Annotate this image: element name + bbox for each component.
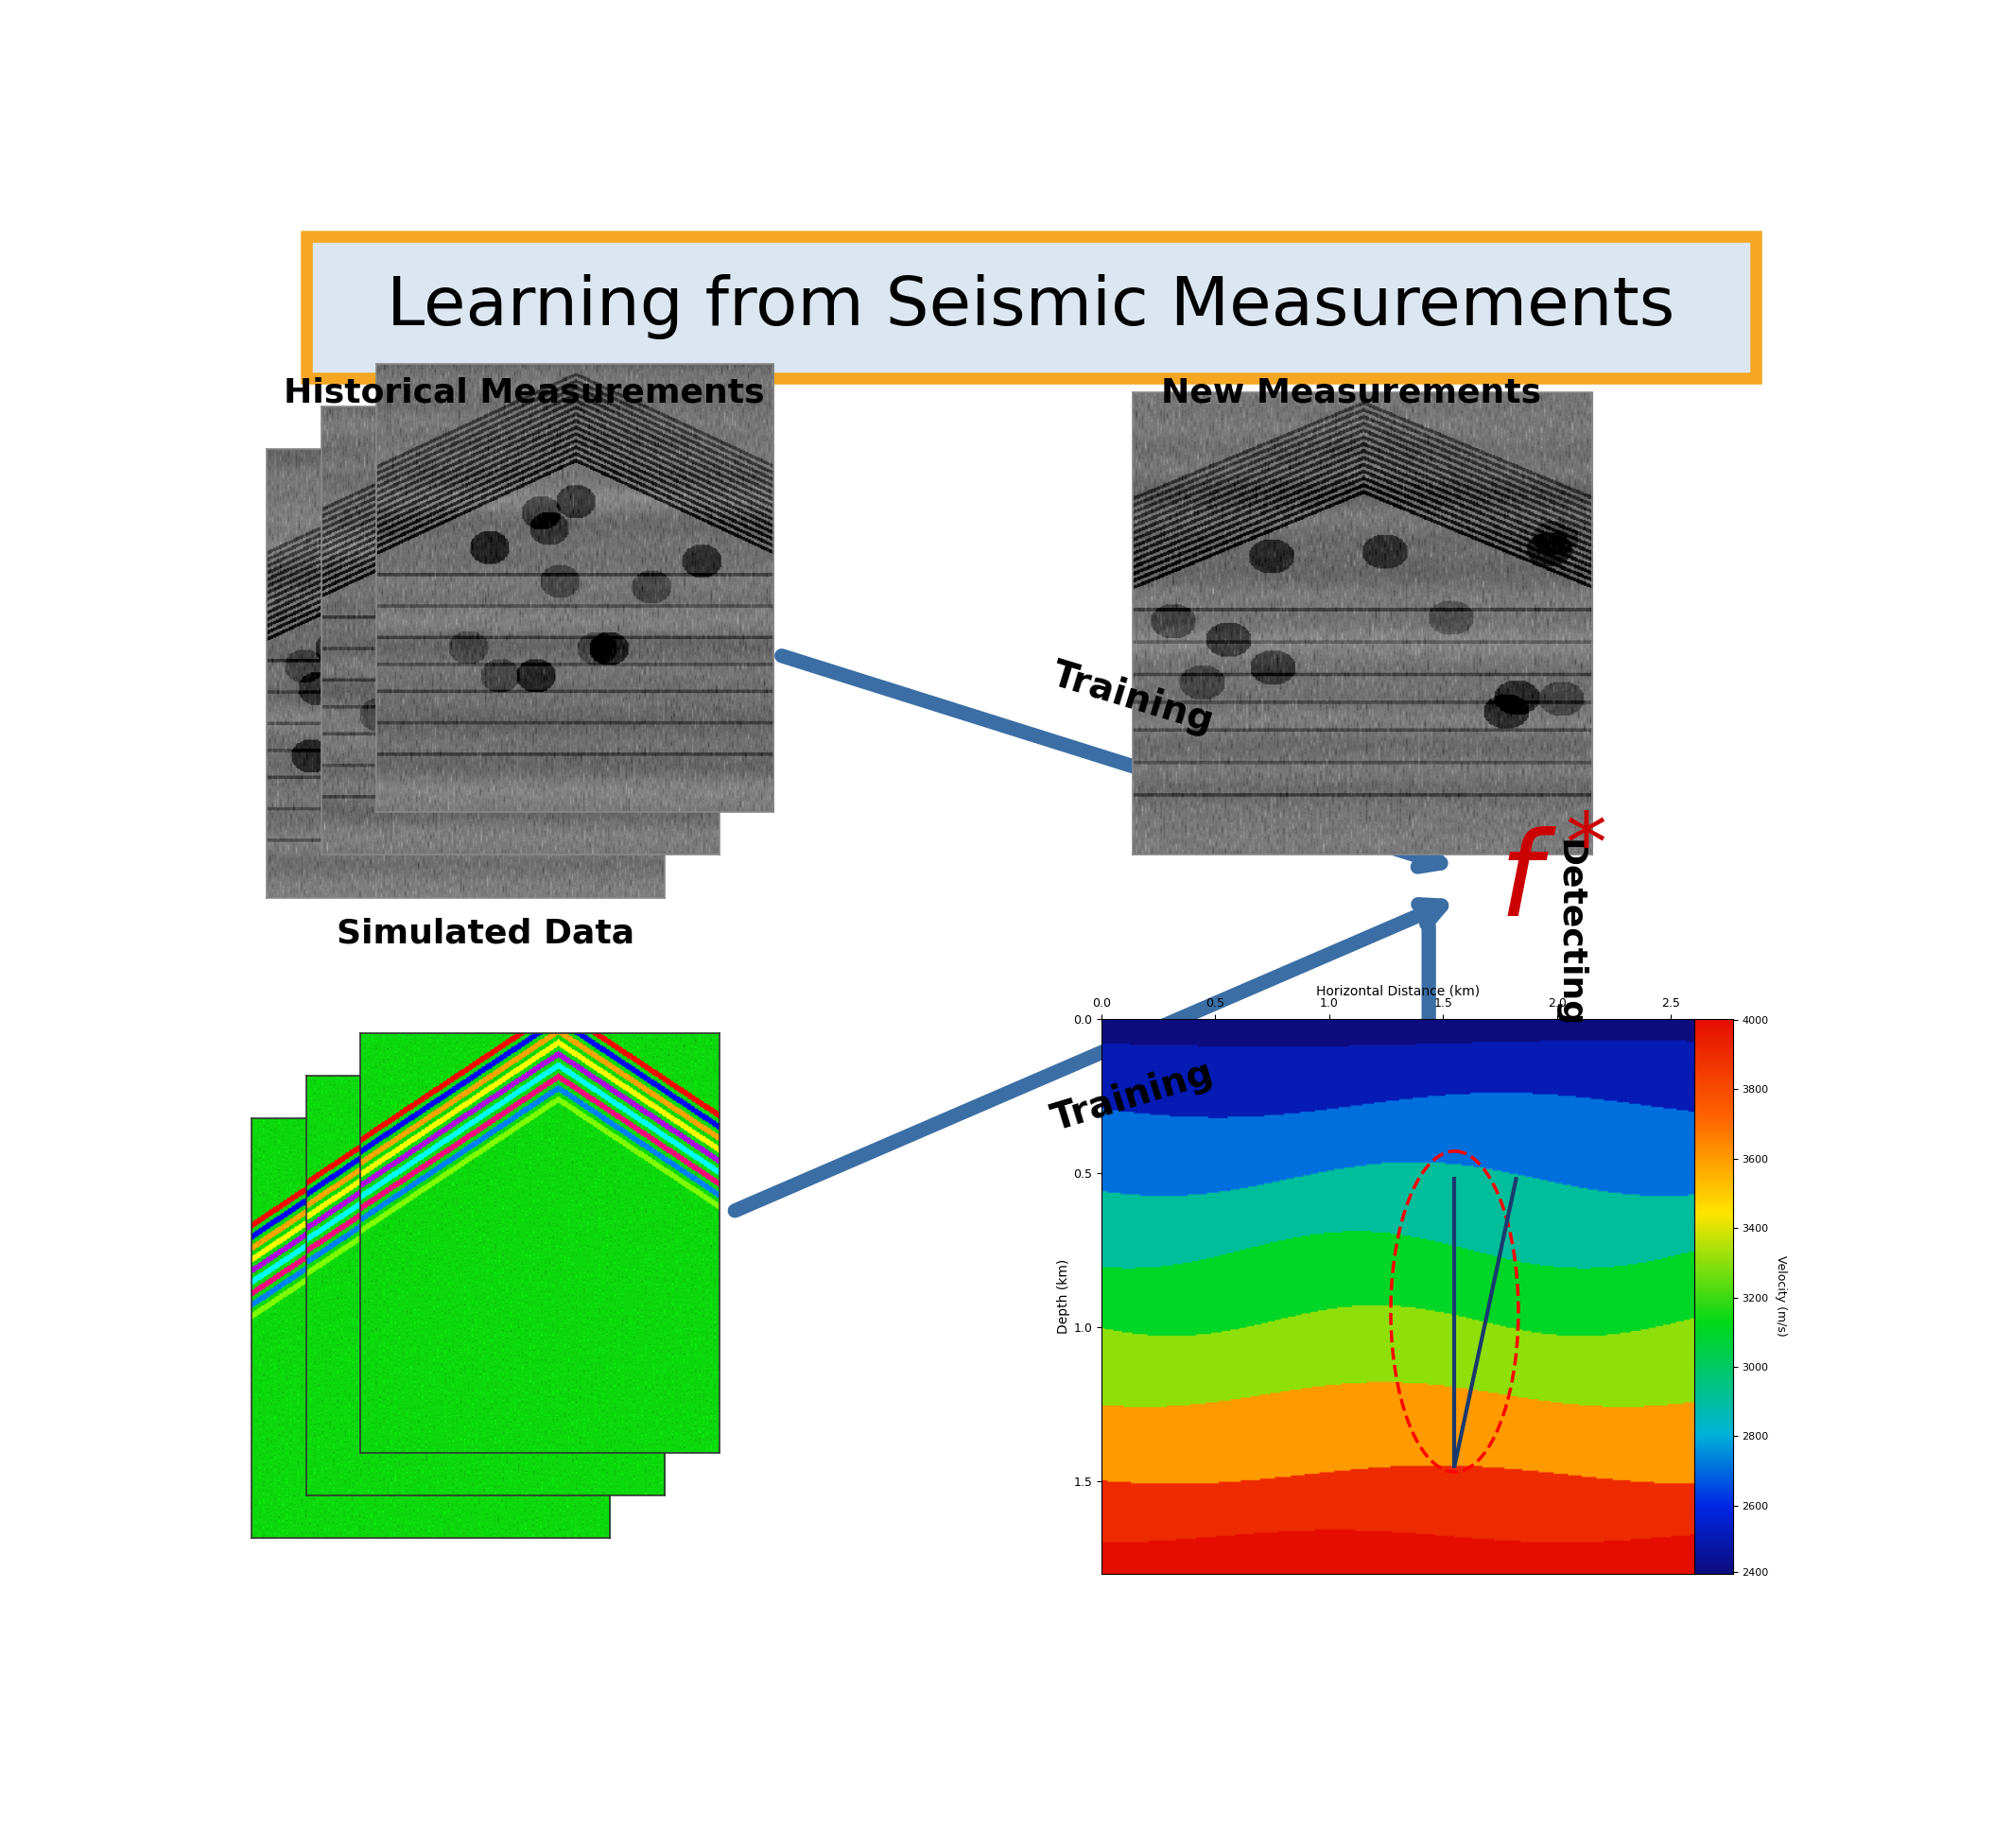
Text: Learning from Seismic Measurements: Learning from Seismic Measurements — [386, 275, 1676, 340]
Text: Training: Training — [1046, 1055, 1217, 1138]
FancyBboxPatch shape — [306, 237, 1756, 379]
Text: New Measurements: New Measurements — [1161, 377, 1541, 408]
Text: Detecting: Detecting — [1553, 839, 1585, 1027]
Text: Simulated Data: Simulated Data — [336, 917, 634, 950]
Text: Training: Training — [1046, 656, 1217, 739]
Text: Historical Measurements: Historical Measurements — [284, 377, 765, 408]
Text: $f^*$: $f^*$ — [1499, 826, 1606, 941]
